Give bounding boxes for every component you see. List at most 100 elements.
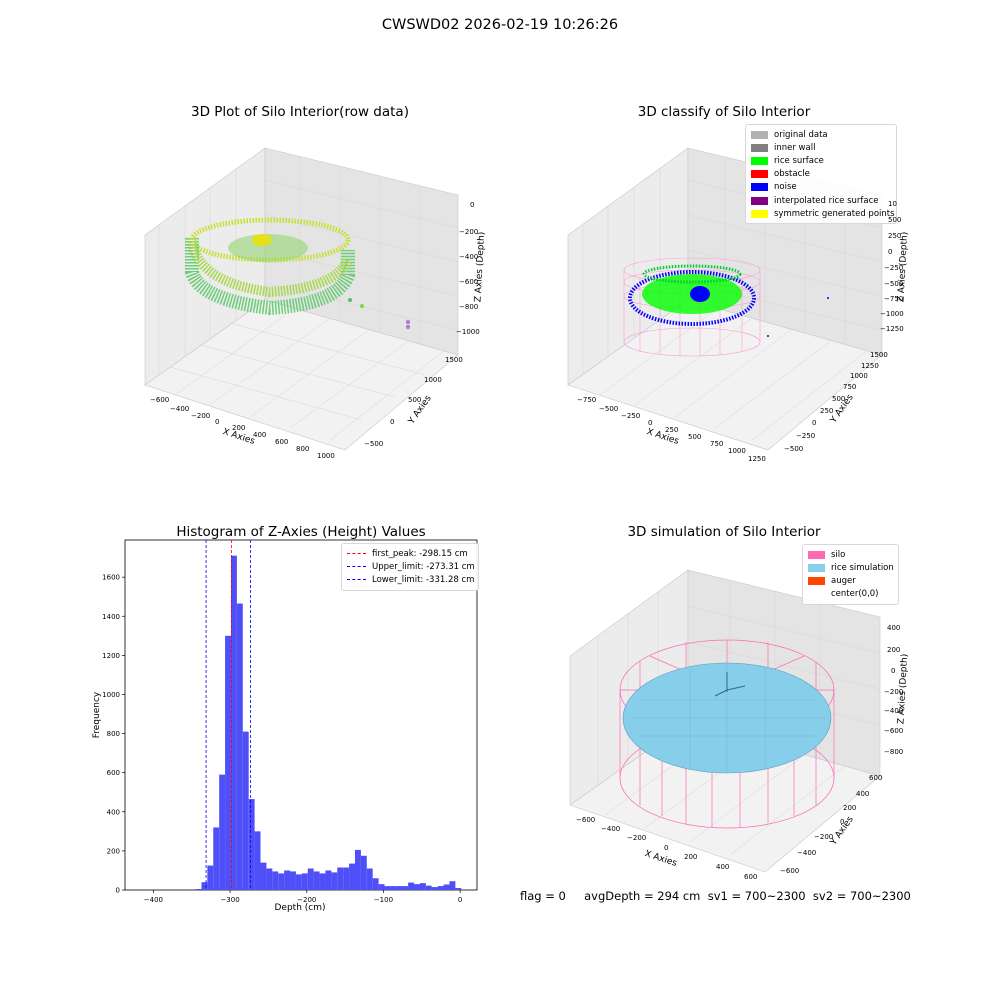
- histogram-ytick-label: 1400: [102, 613, 120, 621]
- legend-label: silo: [831, 549, 846, 560]
- histogram-bar: [278, 873, 285, 890]
- legend-swatch: [751, 130, 768, 139]
- classify-point-cloud: [628, 264, 829, 337]
- raw-ztick-1: −200: [459, 228, 479, 236]
- raw-ztick-3: −600: [459, 278, 479, 286]
- classify-ytick-2: 0: [812, 419, 817, 427]
- raw-ytick-0: −500: [364, 440, 384, 448]
- legend-label: interpolated rice surface: [774, 195, 879, 206]
- raw-ytick-2: 500: [408, 396, 422, 404]
- histogram-bar: [290, 871, 296, 890]
- histogram-bar: [301, 873, 308, 890]
- histogram-bar: [266, 868, 273, 890]
- histogram-bar: [236, 603, 243, 890]
- legend-swatch: [751, 209, 768, 218]
- raw-ytick-3: 1000: [424, 376, 442, 384]
- histogram-xlabel: Depth (cm): [274, 903, 326, 913]
- simulation-ztick-1: 200: [887, 646, 901, 654]
- histogram-bar: [325, 870, 332, 890]
- histogram-bar: [254, 831, 261, 890]
- classify-xtick-1: −500: [599, 405, 619, 413]
- legend-swatch: [751, 170, 768, 179]
- legend-line: [347, 579, 366, 581]
- histogram-xtick-label: −400: [144, 896, 163, 904]
- classify-xtick-5: 500: [688, 433, 702, 441]
- simulation-legend: silo rice simulation auger center(0,0): [802, 544, 899, 605]
- classify-legend-item: obstacle: [751, 168, 891, 181]
- raw-xtick-1: −400: [170, 405, 190, 413]
- histogram-bar: [414, 884, 420, 890]
- raw-ztick-4: −800: [459, 303, 479, 311]
- histogram-xtick-label: 0: [458, 896, 462, 904]
- simulation-ytick-3: 0: [840, 818, 845, 826]
- histogram-bar: [195, 889, 202, 890]
- simulation-xtick-5: 400: [716, 863, 730, 871]
- legend-label: symmetric generated points: [774, 208, 895, 219]
- legend-swatch: [751, 156, 768, 165]
- classify-xtick-0: −750: [577, 396, 597, 404]
- histogram-bar: [402, 886, 409, 890]
- simulation-ztick-2: 0: [891, 667, 896, 675]
- classify-xtick-7: 1000: [728, 447, 746, 455]
- legend-label: noise: [774, 182, 797, 193]
- histogram-ytick-label: 1200: [102, 652, 120, 660]
- legend-label: first_peak: -298.15 cm: [372, 548, 468, 559]
- histogram-bar: [201, 882, 208, 890]
- histogram-bar: [343, 867, 350, 890]
- simulation-legend-item: auger: [808, 574, 893, 587]
- legend-label: original data: [774, 129, 828, 140]
- histogram-ref-lines: [205, 540, 251, 890]
- histogram-legend-item: Upper_limit: -273.31 cm: [347, 560, 475, 573]
- raw-xtick-7: 800: [296, 445, 310, 453]
- classify-ytick-7: 1250: [861, 362, 879, 370]
- simulation-xtick-3: 0: [664, 844, 669, 852]
- histogram-bar: [331, 872, 338, 890]
- simulation-ztick-4: −400: [884, 707, 904, 715]
- histogram-bar: [425, 885, 432, 890]
- simulation-xtick-6: 600: [744, 873, 758, 881]
- histogram-bar: [337, 867, 344, 890]
- legend-label: inner wall: [774, 142, 816, 153]
- simulation-xtick-2: −200: [627, 834, 647, 842]
- histogram-bar: [307, 868, 314, 890]
- classify-ytick-4: 500: [832, 395, 846, 403]
- histogram-bar: [219, 774, 226, 890]
- histogram-xtick-label: −200: [297, 896, 316, 904]
- raw-ztick-2: −400: [459, 253, 479, 261]
- histogram-bar: [360, 855, 367, 890]
- raw-ytick-4: 1500: [445, 356, 463, 364]
- legend-label: Lower_limit: -331.28 cm: [372, 574, 475, 585]
- histogram-bar: [295, 874, 302, 890]
- histogram-bar: [319, 873, 326, 890]
- legend-swatch: [808, 576, 825, 585]
- histogram-bar: [284, 870, 291, 890]
- legend-label: Upper_limit: -273.31 cm: [372, 561, 475, 572]
- classify-xtick-6: 750: [710, 440, 724, 448]
- simulation-auger: [714, 672, 746, 697]
- histogram-bar: [272, 871, 279, 890]
- classify-ztick-7: −1250: [880, 325, 904, 333]
- simulation-ytick-1: −400: [797, 849, 817, 857]
- histogram-bar: [419, 883, 426, 890]
- simulation-ztick-0: 400: [887, 624, 901, 632]
- raw-xtick-2: −200: [191, 412, 211, 420]
- simulation-ztick-5: −600: [884, 727, 904, 735]
- classify-legend-item: original data: [751, 128, 891, 141]
- classify-xtick-3: 0: [648, 419, 653, 427]
- legend-swatch: [808, 550, 825, 559]
- histogram-bar: [349, 863, 355, 890]
- status-text: flag = 0 avgDepth = 294 cm sv1 = 700~230…: [520, 889, 911, 903]
- histogram-ytick-label: 0: [116, 887, 120, 895]
- classify-ytick-5: 750: [843, 383, 857, 391]
- simulation-ytick-0: −600: [780, 867, 800, 875]
- raw-xtick-3: 0: [215, 418, 220, 426]
- histogram-bar: [207, 865, 214, 890]
- simulation-xtick-1: −400: [601, 825, 621, 833]
- legend-label: center(0,0): [831, 589, 879, 600]
- classify-xtick-8: 1250: [748, 455, 766, 463]
- histogram-bar: [455, 888, 462, 890]
- legend-swatch: [808, 590, 825, 599]
- raw-plot-title: 3D Plot of Silo Interior(row data): [191, 104, 409, 120]
